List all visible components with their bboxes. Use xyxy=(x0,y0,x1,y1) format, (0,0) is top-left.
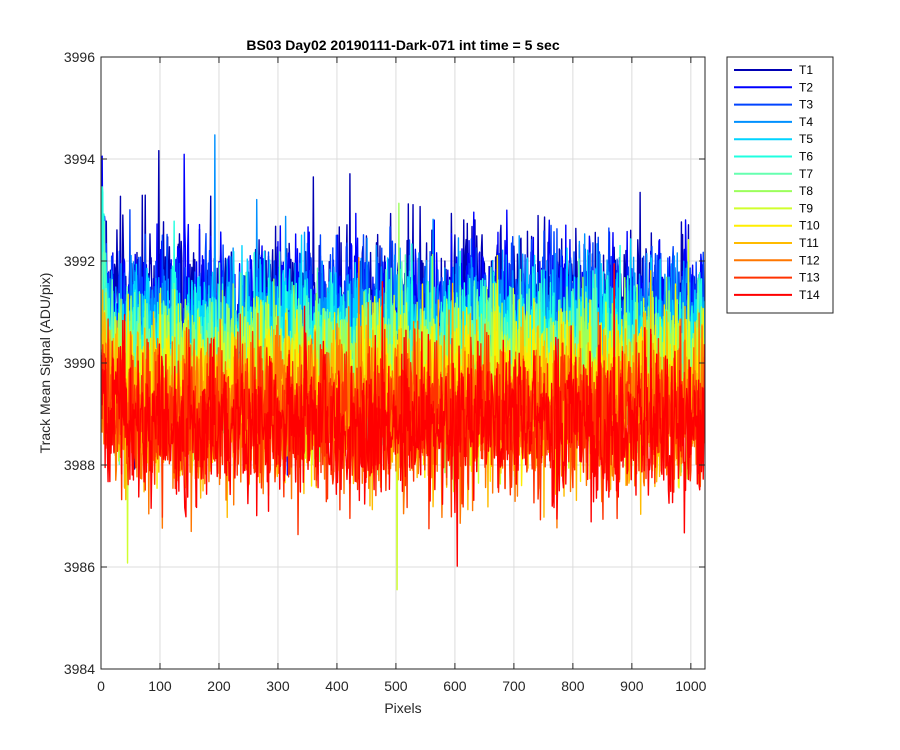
legend-label-T7: T7 xyxy=(799,167,813,181)
ticks xyxy=(100,56,705,670)
chart-title: BS03 Day02 20190111-Dark-071 int time = … xyxy=(246,37,559,53)
x-tick-label: 1000 xyxy=(675,678,706,694)
y-tick-label: 3996 xyxy=(64,49,95,65)
y-tick-label: 3990 xyxy=(64,355,95,371)
legend: T1 T2 T3 T4 T5 T6 T7 T8 T9 T10 T11 T12 T13 T14 xyxy=(726,56,834,314)
y-tick-label: 3994 xyxy=(64,151,95,167)
legend-label-T4: T4 xyxy=(799,115,813,129)
legend-label-T2: T2 xyxy=(799,80,813,94)
x-tick-label: 500 xyxy=(384,678,408,694)
tick-labels: 0 100 200 300 400 500 600 700 800 900 1000 3984 3986… xyxy=(64,49,707,694)
y-tick-label: 3986 xyxy=(64,559,95,575)
x-tick-label: 0 xyxy=(97,678,105,694)
x-tick-label: 700 xyxy=(502,678,526,694)
legend-label-T12: T12 xyxy=(799,253,820,267)
y-tick-label: 3992 xyxy=(64,253,95,269)
x-tick-label: 200 xyxy=(207,678,231,694)
legend-label-T6: T6 xyxy=(799,150,813,164)
y-tick-label: 3984 xyxy=(64,661,95,677)
legend-box xyxy=(726,56,834,314)
y-tick-label: 3988 xyxy=(64,457,95,473)
x-tick-label: 800 xyxy=(561,678,585,694)
y-axis-label: Track Mean Signal (ADU/pix) xyxy=(37,273,53,454)
legend-label-T5: T5 xyxy=(799,132,813,146)
x-tick-label: 300 xyxy=(266,678,290,694)
legend-label-T10: T10 xyxy=(799,219,820,233)
legend-label-T14: T14 xyxy=(799,288,820,302)
series-group xyxy=(101,134,705,591)
x-tick-label: 900 xyxy=(620,678,644,694)
legend-label-T13: T13 xyxy=(799,271,820,285)
x-tick-label: 400 xyxy=(325,678,349,694)
series-line-T14 xyxy=(101,263,705,567)
x-axis-label: Pixels xyxy=(384,700,421,716)
legend-label-T8: T8 xyxy=(799,184,813,198)
legend-label-T1: T1 xyxy=(799,63,813,77)
legend-label-T11: T11 xyxy=(799,236,819,250)
x-tick-label: 100 xyxy=(148,678,172,694)
x-tick-label: 600 xyxy=(443,678,467,694)
legend-label-T3: T3 xyxy=(799,98,813,112)
legend-label-T9: T9 xyxy=(799,201,813,215)
